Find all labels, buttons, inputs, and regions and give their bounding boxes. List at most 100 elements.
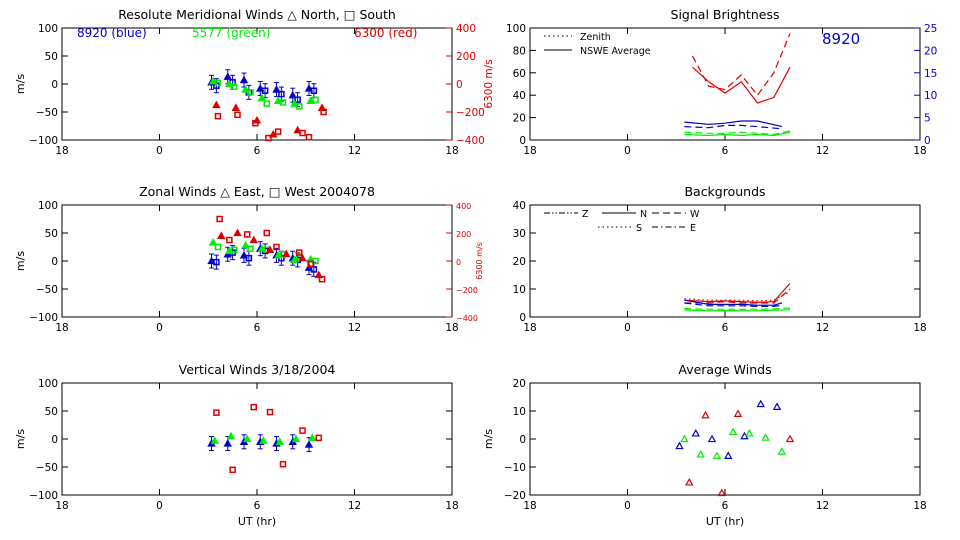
point-square [299, 427, 306, 434]
y-tick-label: −20 [504, 490, 526, 502]
y-tick-label: 60 [513, 68, 526, 80]
y-tick-label: 100 [38, 378, 58, 390]
point-triangle [226, 431, 236, 440]
point-triangle [298, 253, 307, 262]
point-triangle [712, 451, 722, 459]
point-triangle [282, 249, 291, 258]
y-tick-label: 100 [506, 23, 526, 35]
point-triangle [691, 428, 700, 437]
x-tick-label: 0 [624, 145, 631, 157]
x-tick-label: 6 [722, 500, 729, 512]
y-right-tick-label: −400 [456, 135, 485, 147]
y-tick-label: 10 [513, 284, 526, 296]
point-triangle [275, 437, 284, 445]
point-triangle [265, 245, 275, 253]
point-triangle [701, 410, 710, 419]
series-line-green [684, 130, 791, 136]
x-tick-label: 0 [624, 500, 631, 512]
y-tick-label: −50 [36, 107, 58, 119]
series-line-green [684, 131, 791, 137]
point-triangle [210, 436, 219, 444]
x-tick-label: 6 [722, 145, 729, 157]
series-line-blue [684, 302, 782, 307]
point-square [265, 134, 272, 142]
y-right-tick-label: −400 [456, 314, 478, 323]
point-triangle [208, 76, 218, 85]
point-square [231, 246, 238, 254]
x-tick-label: 18 [523, 145, 536, 157]
y-axis-label: m/s [14, 74, 27, 94]
y-tick-label: 0 [519, 434, 526, 446]
point-triangle [223, 72, 232, 80]
panel-average: Average Winds 18 0 6 12 18 UT (hr) 20 10 0 −10 −20 m… [482, 362, 927, 528]
chart-title: Backgrounds [684, 184, 765, 199]
point-square [229, 466, 236, 474]
chart-title: Resolute Meridional Winds △ North, □ Sou… [118, 7, 396, 22]
x-tick-label: 18 [55, 145, 68, 157]
point-square [214, 79, 222, 87]
y-right-tick-label: 0 [456, 79, 463, 91]
y-tick-label: 0 [51, 434, 58, 446]
y-right-tick-label: 0 [456, 258, 461, 267]
y-tick-label: 40 [513, 90, 526, 102]
point-triangle [288, 90, 297, 99]
color-key-label: 6300 (red) [354, 26, 417, 40]
point-square [299, 129, 306, 137]
y-tick-label: 100 [38, 23, 58, 35]
y-tick-label: 50 [45, 51, 58, 63]
point-triangle [233, 228, 242, 237]
legend-label: Z [582, 209, 589, 220]
x-tick-label: 18 [55, 500, 68, 512]
chart-title: Signal Brightness [671, 7, 780, 22]
x-tick-label: 12 [348, 322, 361, 334]
point-triangle [304, 440, 314, 448]
point-triangle [208, 238, 218, 246]
inset-label: 8920 [822, 30, 860, 48]
point-triangle [231, 103, 241, 111]
point-triangle [772, 402, 782, 410]
point-square [273, 243, 280, 251]
y-tick-label: 20 [513, 378, 526, 390]
point-square [216, 215, 223, 223]
series-line-blue [684, 120, 783, 128]
color-key-label: 8920 (blue) [77, 26, 147, 40]
plot-frame [61, 204, 453, 318]
point-square [294, 96, 301, 103]
y-tick-label: 50 [45, 406, 58, 418]
y-right-tick-label: 10 [924, 90, 937, 102]
x-tick-label: 6 [254, 322, 261, 334]
x-tick-label: 12 [348, 145, 361, 157]
series-line-red [692, 66, 791, 104]
point-triangle [291, 434, 301, 443]
point-triangle [777, 447, 787, 455]
point-square [315, 434, 322, 442]
point-square [214, 243, 222, 251]
y-tick-label: 0 [519, 312, 526, 324]
x-tick-label: 0 [156, 322, 163, 334]
legend-label: W [690, 209, 700, 220]
x-tick-label: 12 [348, 500, 361, 512]
y-right-axis-label: 6300 m/s [483, 59, 495, 108]
point-triangle [728, 427, 738, 436]
plot-frame [61, 382, 453, 496]
point-triangle [241, 85, 250, 93]
point-triangle [745, 428, 754, 437]
legend-label: NSWE Average [580, 46, 651, 57]
point-triangle [239, 250, 249, 259]
series-line-green [684, 307, 791, 311]
y-tick-label: 20 [513, 256, 526, 268]
series-line-red [684, 291, 791, 302]
point-triangle [273, 96, 283, 104]
point-triangle [733, 409, 743, 417]
point-triangle [212, 100, 221, 109]
point-square [279, 99, 287, 106]
y-tick-label: 0 [51, 256, 58, 268]
point-triangle [680, 434, 689, 443]
point-square [213, 409, 220, 416]
x-tick-label: 18 [445, 145, 458, 157]
legend-label: Zenith [580, 32, 611, 43]
point-triangle [257, 244, 267, 252]
y-tick-label: 0 [519, 135, 526, 147]
point-triangle [304, 84, 314, 92]
